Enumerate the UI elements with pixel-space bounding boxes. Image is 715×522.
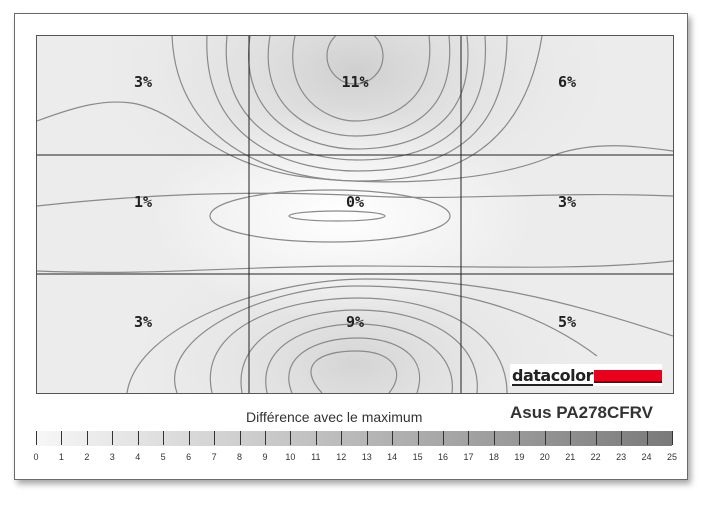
scale-tick	[646, 431, 648, 445]
scale-tick-label: 16	[438, 452, 449, 462]
scale-tick-label: 9	[262, 452, 268, 462]
scale-tick-label: 19	[514, 452, 525, 462]
scale-tick	[315, 431, 317, 445]
logo-red-bar	[594, 370, 662, 383]
scale-tick-label: 20	[539, 452, 550, 462]
scale-tick	[188, 431, 190, 445]
scale-tick	[163, 431, 165, 445]
scale-title: Différence avec le maximum	[246, 409, 423, 425]
scale-tick	[366, 431, 368, 445]
scale-tick-label: 7	[211, 452, 217, 462]
scale-tick	[443, 431, 445, 445]
scale-tick-label: 3	[109, 452, 115, 462]
scale-tick-label: 2	[84, 452, 90, 462]
scale-tick	[672, 431, 673, 445]
scale-tick	[544, 431, 546, 445]
cell-label-r3c2: 9%	[345, 313, 365, 331]
scale-tick-label: 25	[666, 452, 678, 462]
scale-tick	[341, 431, 343, 445]
scale-tick-label: 10	[285, 452, 296, 462]
scale-tick-label: 14	[387, 452, 398, 462]
scale-tick-label: 24	[641, 452, 652, 462]
scale-tick-label: 22	[590, 452, 601, 462]
scale-tick	[239, 431, 241, 445]
scale-tick	[112, 431, 114, 445]
scale-tick	[36, 431, 37, 445]
color-scale-bar	[36, 431, 672, 446]
scale-tick	[214, 431, 216, 445]
scale-tick	[468, 431, 470, 445]
cell-label-r1c3: 6%	[557, 73, 577, 91]
scale-tick-label: 18	[488, 452, 499, 462]
scale-tick	[570, 431, 572, 445]
scale-tick	[264, 431, 266, 445]
cell-label-r2c3: 3%	[557, 193, 577, 211]
model-name: Asus PA278CFRV	[510, 403, 653, 422]
uniformity-plot: 3% 11% 6% 1% 0% 3% 3% 9% 5%	[36, 35, 674, 394]
scale-tick-label: 5	[160, 452, 166, 462]
scale-tick-label: 1	[58, 452, 64, 462]
scale-tick	[519, 431, 521, 445]
scale-tick	[595, 431, 597, 445]
cell-label-r2c2: 0%	[345, 193, 365, 211]
scale-tick-label: 23	[616, 452, 627, 462]
logo-text: datacolor	[512, 365, 594, 385]
scale-tick-label: 8	[237, 452, 243, 462]
contour-map	[37, 36, 673, 393]
scale-tick-label: 13	[361, 452, 372, 462]
scale-tick	[621, 431, 623, 445]
datacolor-logo: datacolor	[510, 364, 662, 386]
scale-tick-label: 12	[336, 452, 347, 462]
cell-label-r2c1: 1%	[133, 193, 153, 211]
cell-label-r3c1: 3%	[133, 313, 153, 331]
scale-tick	[392, 431, 394, 445]
scale-tick-label: 4	[135, 452, 141, 462]
scale-tick	[61, 431, 63, 445]
cell-label-r3c3: 5%	[557, 313, 577, 331]
scale-tick-label: 15	[412, 452, 423, 462]
scale-tick-label: 11	[311, 452, 321, 462]
scale-tick-label: 0	[33, 452, 39, 462]
scale-tick	[86, 431, 88, 445]
scale-tick	[417, 431, 419, 445]
scale-tick	[137, 431, 139, 445]
scale-tick-label: 6	[186, 452, 192, 462]
cell-label-r1c1: 3%	[133, 73, 153, 91]
scale-tick-label: 17	[463, 452, 474, 462]
scale-tick	[290, 431, 292, 445]
scale-tick-label: 21	[565, 452, 576, 462]
scale-tick	[493, 431, 495, 445]
cell-label-r1c2: 11%	[341, 73, 369, 91]
